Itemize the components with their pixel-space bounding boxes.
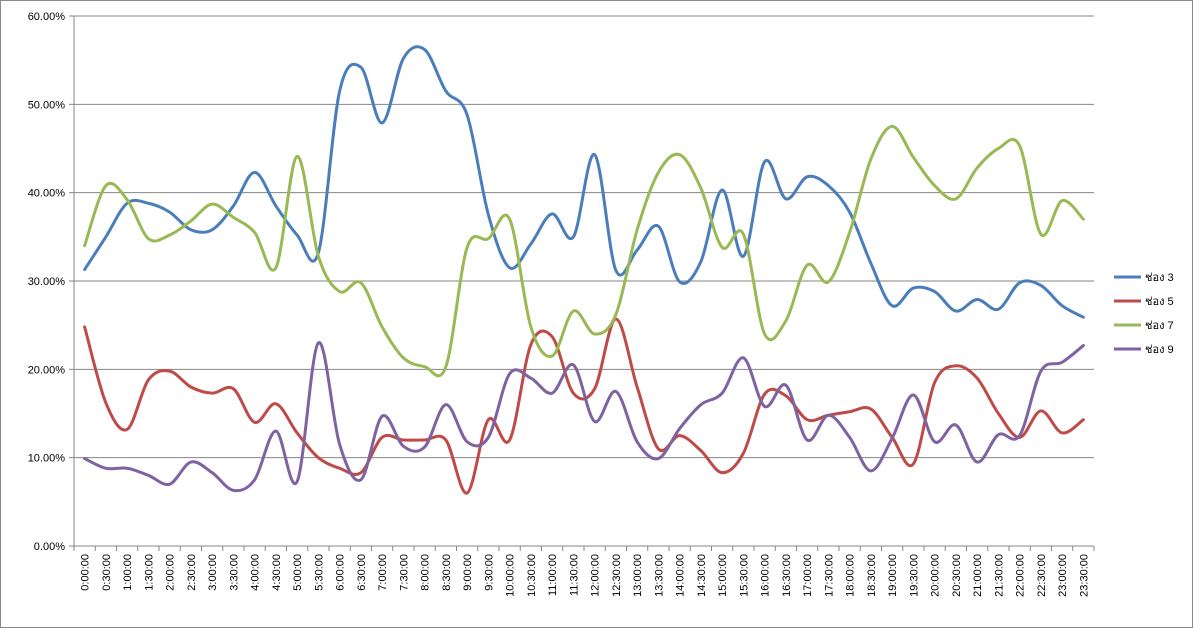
y-tick-label: 30.00% [28,276,66,288]
series-line-3 [83,124,1085,378]
x-tick-label: 9:30:00 [483,554,495,591]
x-tick-label: 9:00:00 [462,554,474,591]
x-tick-label: 1:30:00 [143,554,155,591]
x-tick-label: 4:30:00 [271,554,283,591]
x-tick-label: 18:30:00 [866,554,878,597]
x-tick-label: 0:00:00 [80,554,92,591]
x-tick-label: 19:00:00 [887,554,899,597]
x-tick-label: 11:30:00 [568,554,580,596]
x-tick-label: 11:00:00 [547,554,559,596]
x-tick-label: 14:30:00 [696,554,708,597]
x-tick-label: 21:00:00 [972,554,984,597]
x-tick-label: 22:00:00 [1015,554,1027,597]
legend-label: ช่อง 5 [1145,296,1174,308]
y-tick-label: 40.00% [28,188,66,200]
x-tick-label: 20:30:00 [951,554,963,597]
legend-label: ช่อง 3 [1145,272,1174,284]
legend-label: ช่อง 9 [1145,344,1174,356]
x-tick-label: 10:30:00 [526,554,538,597]
legend-label: ช่อง 7 [1145,320,1174,332]
legend: ช่อง 3 ช่อง 5 ช่อง 7 ช่อง 9 [1114,272,1174,356]
x-tick-label: 22:30:00 [1036,554,1048,597]
x-tick-label: 6:30:00 [356,554,368,591]
x-tick-label: 23:30:00 [1078,554,1090,597]
x-tick-label: 19:30:00 [908,554,920,597]
series-lines [83,45,1085,495]
y-tick-label: 50.00% [28,99,66,111]
x-tick-label: 15:30:00 [738,554,750,597]
y-tick-label: 60.00% [28,11,66,23]
x-tick-label: 8:00:00 [420,554,432,591]
x-tick-label: 12:30:00 [611,554,623,597]
x-tick-label: 3:30:00 [228,554,240,591]
x-tick-label: 16:30:00 [781,554,793,597]
x-tick-label: 23:00:00 [1057,554,1069,597]
x-tick-label: 14:00:00 [675,554,687,597]
x-tick-label: 16:00:00 [760,554,772,597]
x-tick-label: 18:00:00 [845,554,857,597]
x-tick-label: 7:30:00 [398,554,410,591]
x-tick-label: 21:30:00 [993,554,1005,597]
x-tick-label: 10:00:00 [505,554,517,597]
y-tick-label: 10.00% [28,453,66,465]
x-tick-label: 2:00:00 [165,554,177,591]
x-tick-label: 2:30:00 [186,554,198,591]
series-line-2 [83,317,1085,495]
x-tick-label: 13:00:00 [632,554,644,597]
x-tick-label: 4:00:00 [250,554,262,591]
gridlines [74,15,1094,459]
y-tick-label: 0.00% [34,541,65,553]
x-tick-label: 7:00:00 [377,554,389,591]
x-tick-label: 15:00:00 [717,554,729,597]
axes [69,15,1095,551]
x-tick-label: 3:00:00 [207,554,219,591]
x-tick-label: 8:30:00 [441,554,453,591]
x-tick-label: 5:30:00 [313,554,325,591]
x-tick-label: 6:00:00 [335,554,347,591]
x-tick-label: 17:00:00 [802,554,814,597]
x-tick-label: 20:00:00 [930,554,942,597]
series-line-4 [83,341,1085,493]
y-tick-label: 20.00% [28,364,66,376]
x-tick-label: 12:00:00 [590,554,602,597]
x-tick-label: 13:30:00 [653,554,665,597]
x-tick-label: 1:00:00 [122,554,134,591]
x-tick-label: 5:00:00 [292,554,304,591]
x-tick-label: 0:30:00 [101,554,113,591]
series-line-1 [83,45,1085,319]
y-axis-tick-labels: 0.00% 10.00% 20.00% 30.00% 40.00% 50.00% 60.00… [28,11,66,553]
x-axis-tick-labels: 0:00:00 0:30:00 1:00:00 1:30:00 2:00:00 2:30:… [80,554,1091,597]
x-tick-label: 17:30:00 [823,554,835,597]
